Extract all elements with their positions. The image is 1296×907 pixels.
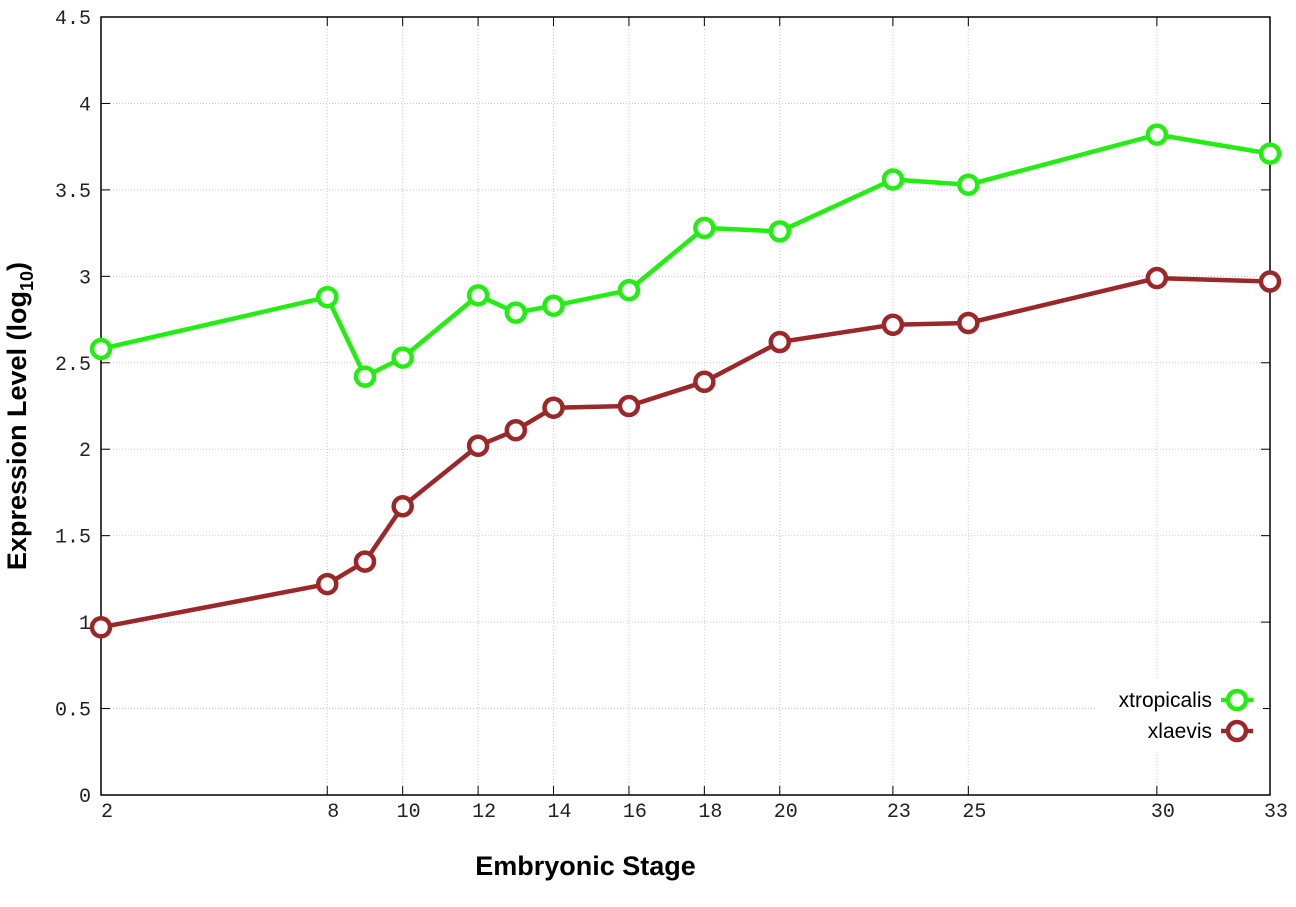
x-tick-label: 33 [1264, 801, 1288, 824]
legend-label: xlaevis [1148, 720, 1212, 743]
y-axis-title-subscript: 10 [17, 271, 37, 291]
data-point [1145, 123, 1169, 146]
series-line [100, 132, 1271, 379]
data-point [1258, 270, 1282, 293]
axis-ticks: 0 0.5 1 1.5 2 2.5 3 3.5 4 4.5 2 8 10 12 14 16 18 20 23 25 30… [55, 8, 1288, 824]
y-tick-label: 1.5 [55, 527, 91, 550]
x-tick-label: 25 [962, 801, 986, 824]
data-point [1258, 142, 1282, 165]
data-point [617, 278, 641, 302]
data-point [957, 311, 980, 335]
data-point [391, 495, 414, 518]
data-point [353, 550, 377, 573]
legend-item: xlaevis [1148, 719, 1253, 743]
y-axis-title-close: ) [2, 262, 32, 271]
data-point [353, 365, 377, 388]
legend-label: xtropicalis [1119, 689, 1212, 712]
x-axis-title: Embryonic Stage [475, 851, 696, 881]
y-tick-label: 3 [79, 267, 91, 290]
data-point [391, 346, 414, 369]
y-tick-label: 0.5 [55, 700, 91, 723]
data-point [693, 216, 716, 240]
y-tick-label: 4 [79, 94, 91, 117]
legend: xtropicalis xlaevis [1095, 680, 1263, 750]
legend-item: xtropicalis [1119, 688, 1253, 712]
data-point [768, 220, 792, 243]
data-point [542, 294, 565, 317]
data-point [316, 285, 339, 309]
x-tick-label: 14 [548, 801, 572, 824]
data-point [504, 301, 528, 324]
y-tick-label: 4.5 [55, 8, 91, 31]
series-xtropicalis [89, 123, 1282, 388]
y-axis-title: Expression Level (log10) [2, 262, 37, 570]
y-tick-label: 1 [79, 613, 91, 636]
series-layer [89, 123, 1282, 639]
data-point [617, 394, 641, 418]
legend-marker [1225, 688, 1249, 712]
y-tick-label: 2 [79, 440, 91, 463]
x-tick-label: 23 [887, 801, 911, 824]
y-tick-label: 2.5 [55, 354, 91, 377]
x-tick-label: 2 [101, 801, 113, 824]
data-point [316, 572, 339, 596]
y-tick-label: 3.5 [55, 181, 91, 204]
data-point [504, 418, 528, 442]
x-tick-label: 30 [1151, 801, 1175, 824]
data-point [89, 616, 113, 639]
plot-frame [100, 16, 1271, 796]
x-tick-label: 16 [623, 801, 647, 824]
data-point [466, 434, 490, 458]
series-xlaevis [89, 266, 1282, 639]
x-tick-label: 10 [397, 801, 421, 824]
data-point [881, 168, 905, 191]
x-tick-label: 18 [698, 801, 722, 824]
data-point [542, 396, 565, 419]
data-point [768, 330, 792, 354]
data-point [466, 284, 490, 307]
data-point [881, 313, 905, 336]
series-line [100, 275, 1271, 630]
legend-marker [1225, 719, 1249, 743]
data-point [1145, 266, 1169, 290]
x-tick-label: 12 [472, 801, 496, 824]
y-axis-title-main: Expression Level (log [2, 291, 32, 570]
x-tick-label: 8 [327, 801, 339, 824]
y-tick-label: 0 [79, 786, 91, 809]
data-point [957, 173, 980, 196]
grid-lines [101, 17, 1270, 795]
data-point [89, 337, 113, 361]
data-point [693, 370, 716, 394]
x-tick-label: 20 [774, 801, 798, 824]
